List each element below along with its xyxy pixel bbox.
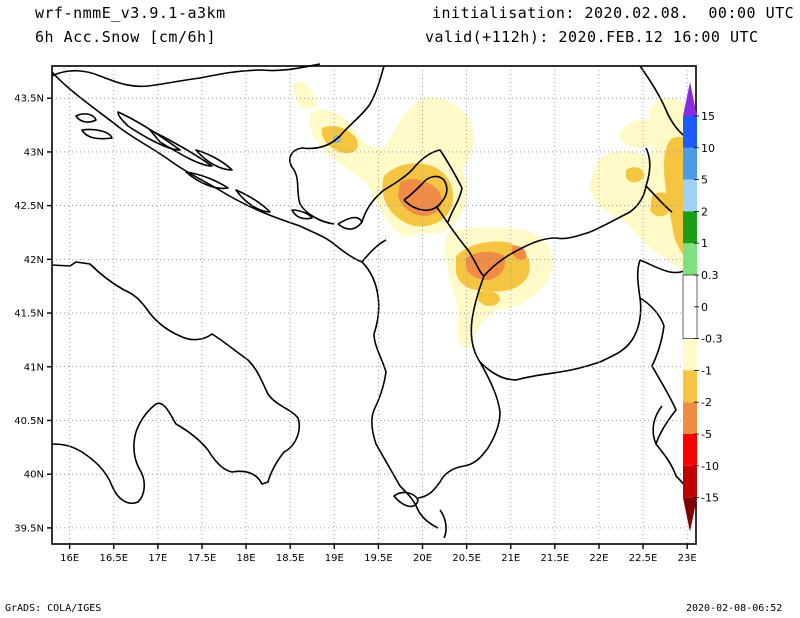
footer-left: GrADS: COLA/IGES (5, 603, 102, 614)
colorbar-label: -5 (701, 428, 712, 441)
lat-tick-label: 39.5N (14, 523, 44, 534)
colorbar-segment (683, 338, 697, 371)
lat-tick-label: 43N (24, 147, 44, 158)
lon-tick-label: 22E (589, 553, 608, 564)
colorbar-label: 1 (701, 237, 708, 250)
colorbar-top-arrow (683, 82, 697, 116)
colorbar-bottom-arrow (683, 497, 697, 532)
init-time: initialisation: 2020.02.08. 00:00 UTC (432, 4, 795, 22)
map-frame (51, 65, 697, 545)
lat-lon-grid (52, 66, 696, 544)
colorbar-label: -2 (701, 396, 712, 409)
valid-time: valid(+112h): 2020.FEB.12 16:00 UTC (425, 28, 759, 46)
colorbar-segment (683, 306, 697, 339)
lat-tick-label: 43.5N (14, 94, 44, 105)
colorbar-label: -10 (701, 460, 719, 473)
coastlines (51, 71, 447, 539)
lon-tick-label: 16.5E (99, 553, 128, 564)
snow-field (292, 81, 696, 348)
colorbar: 15 10 5 2 1 0.3 0 -0.3 -1 -2 -5 -10 -15 (682, 82, 722, 532)
colorbar-label: 15 (701, 110, 715, 123)
lon-tick-label: 20E (413, 553, 432, 564)
lat-tick-label: 40N (24, 470, 44, 481)
lon-tick-label: 21E (501, 553, 520, 564)
lat-tick-label: 41.5N (14, 309, 44, 320)
colorbar-label: 10 (701, 142, 715, 155)
lon-tick-label: 16E (60, 553, 79, 564)
field-title: 6h Acc.Snow [cm/6h] (35, 28, 217, 46)
latitude-labels: 43.5N 43N 42.5N 42N 41.5N 41N 40.5N 40N 39.5N (14, 94, 52, 534)
lon-tick-label: 18E (237, 553, 256, 564)
colorbar-segment (683, 147, 697, 180)
colorbar-segment (683, 402, 697, 434)
colorbar-label: 5 (701, 174, 708, 187)
colorbar-label: -1 (701, 364, 712, 377)
lon-tick-label: 22.5E (629, 553, 658, 564)
model-title: wrf-nmmE_v3.9.1-a3km (35, 4, 226, 22)
longitude-labels: 16E 16.5E 17E 17.5E 18E 18.5E 19E 19.5E 20E 20.5E… (60, 544, 697, 564)
lon-tick-label: 19E (325, 553, 344, 564)
lat-tick-label: 42N (24, 255, 44, 266)
footer-right: 2020-02-08-06:52 (686, 603, 783, 614)
lon-tick-label: 21.5E (541, 553, 570, 564)
lat-tick-label: 40.5N (14, 416, 44, 427)
lat-tick-label: 41N (24, 362, 44, 373)
colorbar-label: -0.3 (701, 333, 722, 346)
lon-tick-label: 18.5E (276, 553, 305, 564)
lon-tick-label: 17E (148, 553, 167, 564)
lon-tick-label: 20.5E (452, 553, 481, 564)
lon-tick-label: 19.5E (364, 553, 393, 564)
colorbar-segment (683, 434, 697, 466)
colorbar-segment (683, 243, 697, 275)
colorbar-segment (683, 116, 697, 148)
colorbar-label: 0 (701, 301, 708, 314)
colorbar-segment (683, 275, 697, 307)
lon-tick-label: 23E (678, 553, 697, 564)
colorbar-segment (683, 211, 697, 244)
colorbar-label: 0.3 (701, 269, 719, 282)
colorbar-label: 2 (701, 205, 708, 218)
lat-tick-label: 42.5N (14, 201, 44, 212)
colorbar-segment (683, 370, 697, 403)
colorbar-segment (683, 465, 697, 498)
national-borders (51, 63, 697, 503)
lon-tick-label: 17.5E (188, 553, 217, 564)
colorbar-label: -15 (701, 492, 719, 505)
colorbar-segment (683, 179, 697, 212)
